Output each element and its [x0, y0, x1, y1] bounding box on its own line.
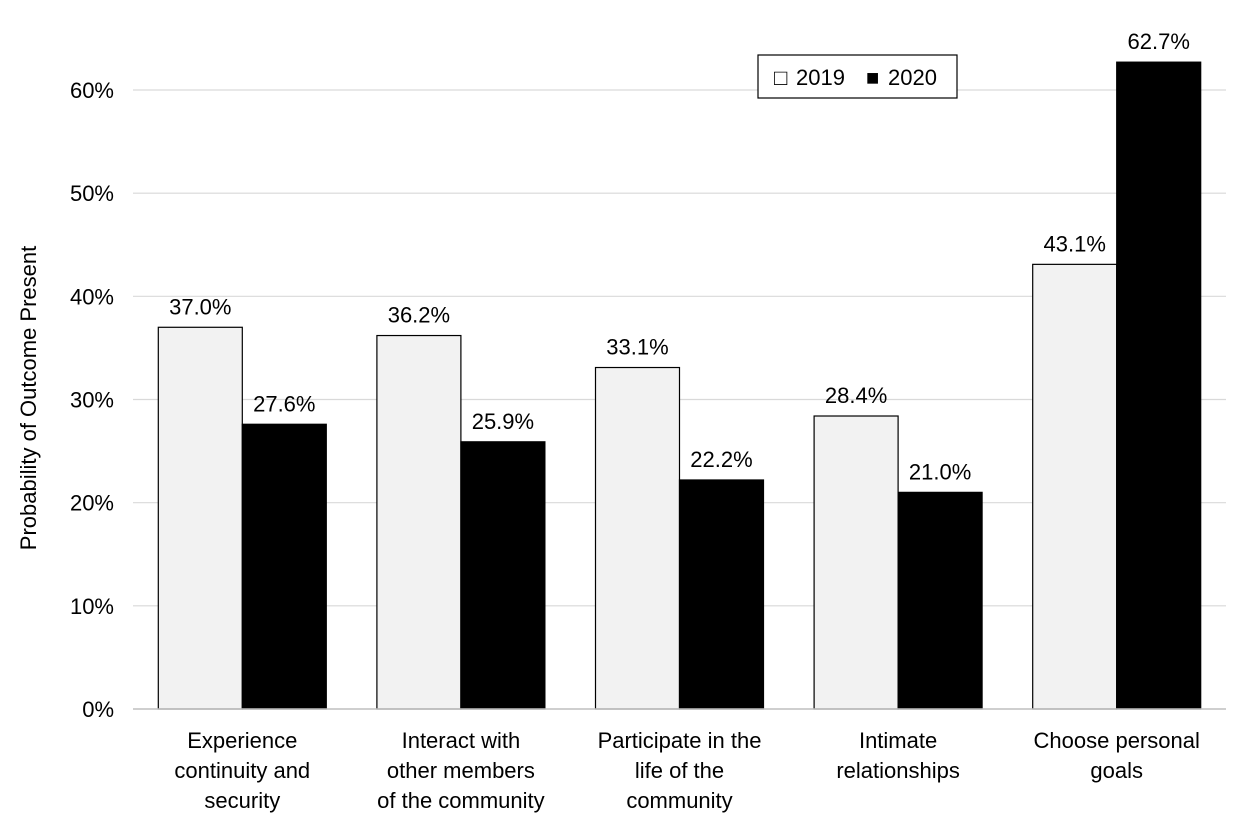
bar-2020	[241, 423, 327, 710]
y-tick-label: 30%	[70, 388, 114, 413]
bar-2020	[678, 479, 765, 710]
y-tick-label: 20%	[70, 491, 114, 516]
legend-label-2020: 2020	[888, 65, 937, 90]
data-label-2020: 22.2%	[690, 447, 752, 472]
bar-2020	[1116, 61, 1202, 710]
category-label: Experience continuity and security	[174, 728, 310, 813]
bar-2019	[594, 366, 681, 710]
bar-2019	[813, 415, 899, 710]
category-label: Interact with other members of the communi…	[377, 728, 545, 813]
bar-2020	[460, 441, 546, 710]
category-labels: Experience continuity and security Interact…	[174, 728, 1199, 813]
category-label: Intimate relationships	[836, 728, 960, 783]
y-axis-tick-labels: 0% 10% 20% 30% 40% 50% 60%	[70, 78, 114, 722]
bar-2020	[897, 491, 983, 710]
data-label-2020: 21.0%	[909, 459, 971, 484]
data-label-2020: 25.9%	[472, 409, 534, 434]
legend-label-2019: 2019	[796, 65, 845, 90]
data-label-2019: 43.1%	[1044, 231, 1106, 256]
y-tick-label: 0%	[82, 697, 114, 722]
bars	[157, 61, 1202, 710]
category-label: Choose personal goals	[1034, 728, 1200, 783]
y-axis-title: Probability of Outcome Present	[16, 246, 41, 550]
bar-2019	[1032, 263, 1118, 710]
data-label-2020: 27.6%	[253, 391, 315, 416]
data-label-2019: 37.0%	[169, 294, 231, 319]
data-label-2020: 62.7%	[1128, 29, 1190, 54]
data-labels: 37.0% 27.6% 36.2% 25.9% 33.1% 22.2% 28.4% 21.0%…	[169, 29, 1190, 484]
legend-marker-2020: ■	[866, 65, 879, 90]
y-tick-label: 10%	[70, 594, 114, 619]
data-label-2019: 33.1%	[606, 335, 668, 360]
bar-2019	[157, 326, 243, 710]
y-tick-label: 50%	[70, 181, 114, 206]
category-label: Participate in the life of the community	[598, 728, 762, 813]
legend: □ 2019 ■ 2020	[757, 54, 958, 99]
legend-marker-2019: □	[774, 65, 787, 90]
y-tick-label: 40%	[70, 284, 114, 309]
data-label-2019: 36.2%	[388, 303, 450, 328]
bar-2019	[376, 334, 462, 710]
data-label-2019: 28.4%	[825, 383, 887, 408]
y-tick-label: 60%	[70, 78, 114, 103]
legend-box	[757, 54, 958, 99]
